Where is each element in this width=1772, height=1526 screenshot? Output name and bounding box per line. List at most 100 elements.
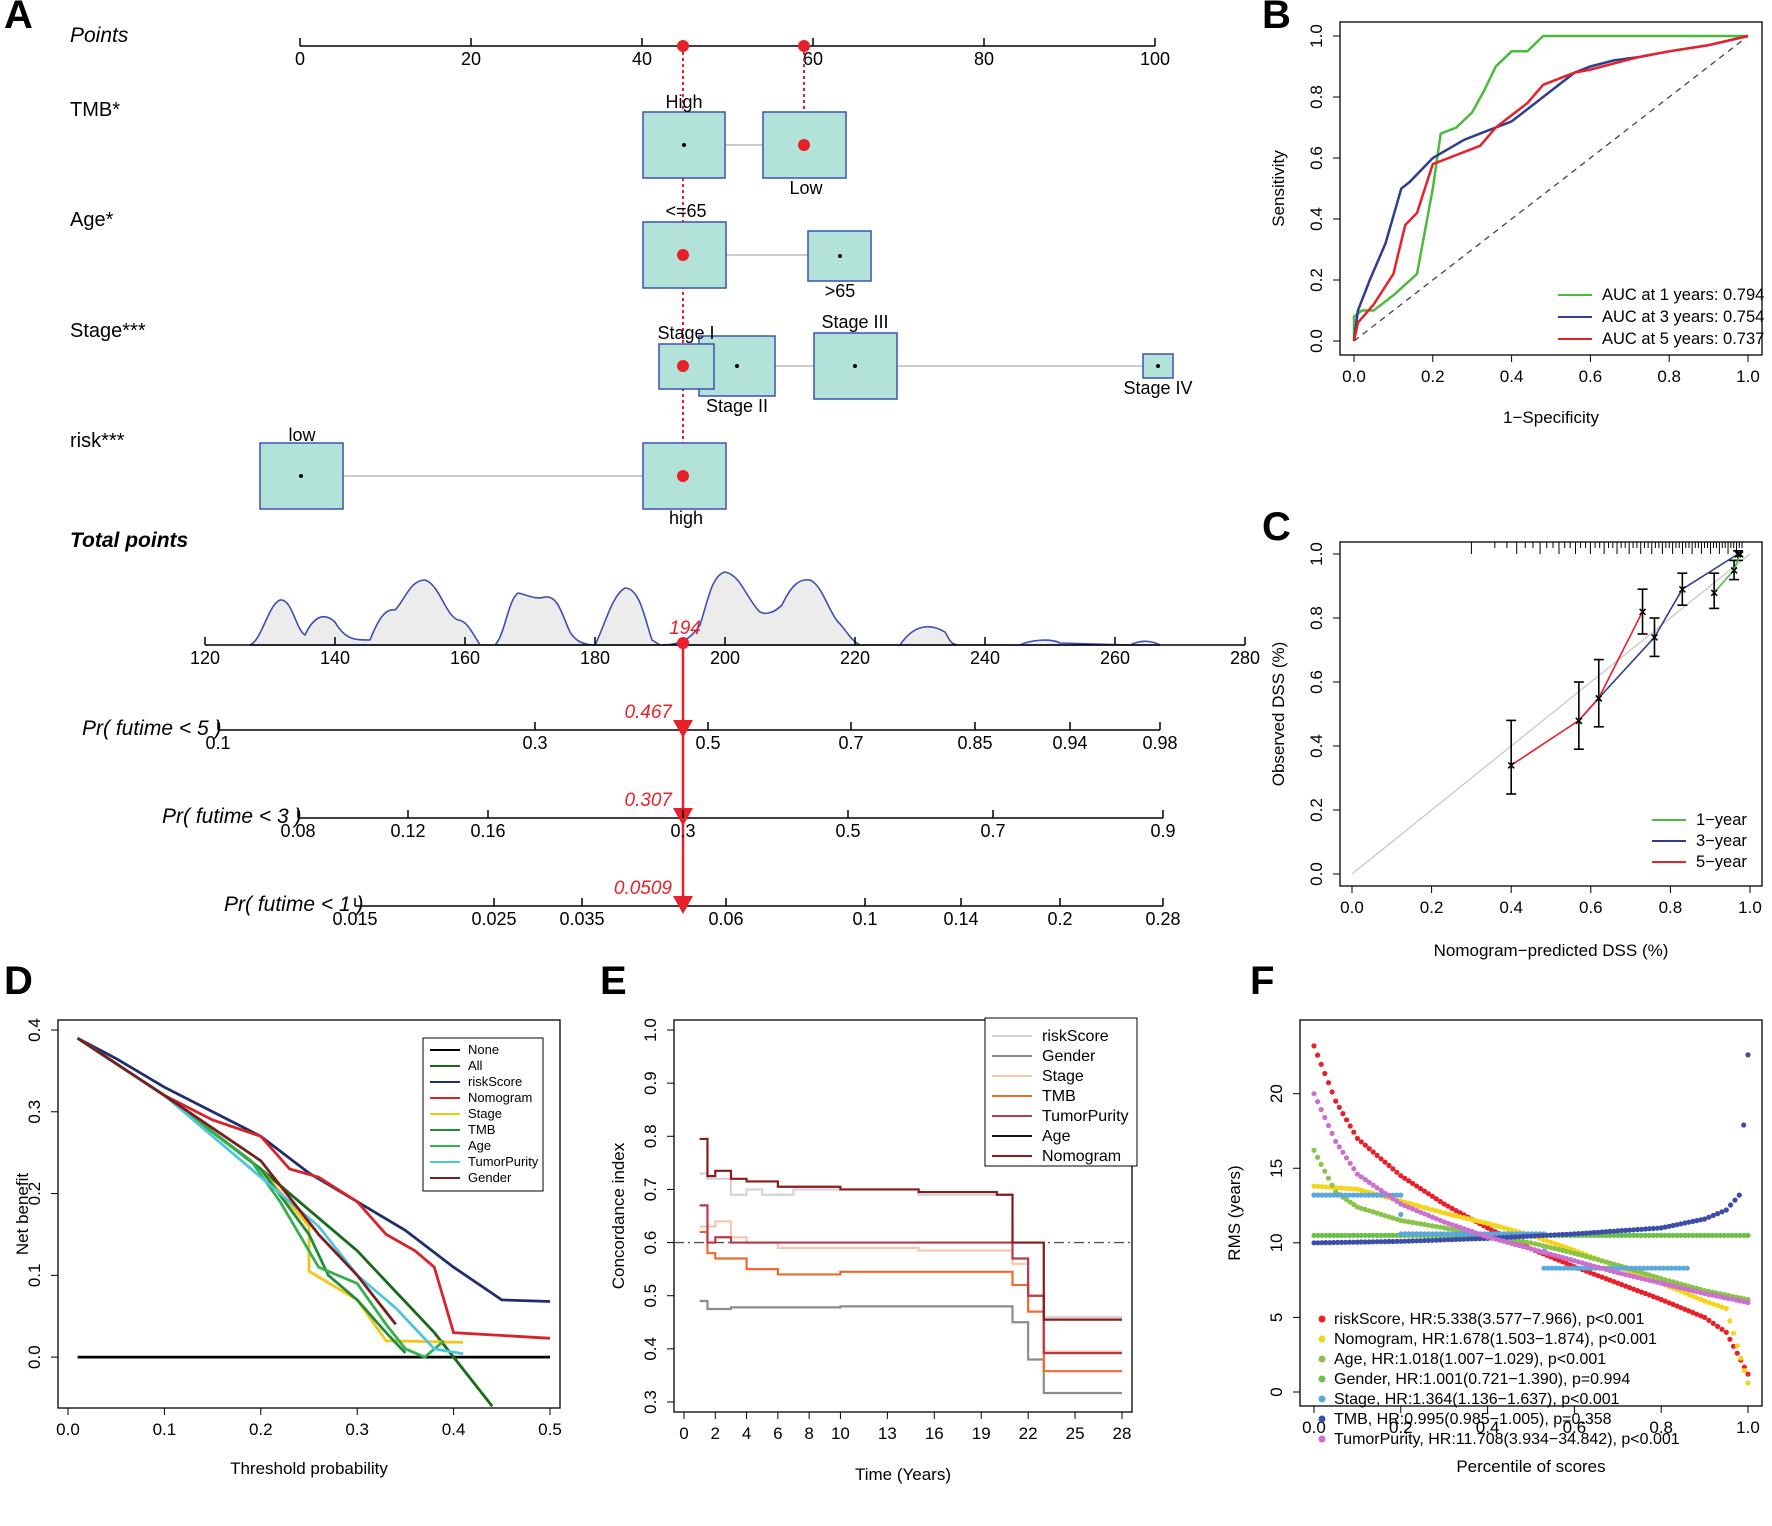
total-tick-label: 120 bbox=[190, 648, 220, 668]
rms-point bbox=[1417, 1203, 1424, 1210]
rms-point bbox=[1627, 1272, 1633, 1279]
rms-point bbox=[1625, 1265, 1631, 1271]
y-tick-label: 0.4 bbox=[1307, 207, 1326, 231]
rms-point bbox=[1729, 1296, 1735, 1302]
rms-point bbox=[1421, 1188, 1428, 1194]
rms-point bbox=[1329, 1182, 1335, 1188]
rms-point bbox=[1473, 1236, 1479, 1242]
rms-point bbox=[1686, 1287, 1692, 1293]
legend-label: TumorPurity bbox=[468, 1154, 539, 1169]
rms-point bbox=[1508, 1227, 1514, 1233]
rms-point bbox=[1445, 1220, 1451, 1226]
rms-point bbox=[1560, 1254, 1566, 1261]
rms-point bbox=[1469, 1228, 1475, 1234]
rms-point bbox=[1698, 1217, 1704, 1223]
rms-point bbox=[1366, 1232, 1372, 1238]
rms-point bbox=[1615, 1228, 1621, 1234]
rms-point bbox=[1410, 1201, 1416, 1207]
rms-point bbox=[1682, 1220, 1688, 1226]
rms-point bbox=[1702, 1290, 1708, 1297]
rms-point bbox=[1634, 1232, 1641, 1238]
rms-point bbox=[1329, 1130, 1335, 1136]
rms-point bbox=[1668, 1265, 1674, 1271]
rms-point bbox=[1627, 1232, 1633, 1238]
rms-point bbox=[1520, 1244, 1526, 1250]
rms-point bbox=[1658, 1296, 1664, 1303]
points-tick-label: 80 bbox=[974, 49, 994, 69]
x-tick-label: 0.3 bbox=[345, 1420, 369, 1439]
rms-point bbox=[1611, 1269, 1617, 1275]
calibration-point: × bbox=[1734, 546, 1742, 562]
rms-point bbox=[1646, 1232, 1652, 1238]
rms-point bbox=[1508, 1234, 1514, 1240]
rms-point bbox=[1666, 1232, 1672, 1238]
x-tick-label: 0.4 bbox=[1476, 1418, 1500, 1437]
legend-label: Age bbox=[1042, 1128, 1071, 1145]
rms-point bbox=[1709, 1292, 1716, 1298]
rms-point bbox=[1406, 1204, 1412, 1210]
rms-point bbox=[1426, 1231, 1432, 1237]
panel-label-b: B bbox=[1262, 0, 1291, 37]
rms-point bbox=[1311, 1043, 1317, 1049]
cindex-curve bbox=[699, 1299, 1122, 1395]
rms-point bbox=[1591, 1271, 1597, 1277]
plot-frame bbox=[57, 1019, 561, 1409]
rms-point bbox=[1378, 1232, 1384, 1238]
rms-point bbox=[1461, 1236, 1467, 1242]
var-label-risk: risk*** bbox=[70, 430, 125, 452]
rms-point bbox=[1335, 1232, 1341, 1238]
x-tick-label: 0.8 bbox=[1649, 1418, 1673, 1437]
rms-point bbox=[1394, 1198, 1400, 1204]
rms-point bbox=[1674, 1284, 1680, 1290]
rms-point bbox=[1327, 1192, 1333, 1198]
rms-point bbox=[1654, 1295, 1660, 1301]
rms-point bbox=[1607, 1232, 1613, 1238]
legend-label: TMB bbox=[1042, 1088, 1076, 1105]
rms-point bbox=[1540, 1249, 1546, 1255]
y-axis-label: Net benefit bbox=[13, 1173, 32, 1255]
rms-point bbox=[1646, 1277, 1652, 1283]
rms-point bbox=[1623, 1232, 1629, 1238]
rms-point bbox=[1560, 1243, 1566, 1249]
rms-point bbox=[1686, 1291, 1692, 1298]
rms-point bbox=[1425, 1237, 1431, 1243]
rms-point bbox=[1623, 1272, 1629, 1278]
rms-point bbox=[1453, 1231, 1460, 1237]
rms-point bbox=[1560, 1259, 1566, 1265]
rms-point bbox=[1394, 1238, 1400, 1244]
rms-point bbox=[1579, 1260, 1585, 1266]
total-tick-label: 260 bbox=[1100, 648, 1130, 668]
rms-point bbox=[1642, 1271, 1648, 1277]
rms-point bbox=[1378, 1192, 1384, 1198]
rms-point bbox=[1725, 1232, 1731, 1238]
rms-point bbox=[1311, 1147, 1317, 1153]
rms-point bbox=[1315, 1154, 1321, 1160]
rms-point bbox=[1706, 1214, 1712, 1220]
rms-point bbox=[1573, 1265, 1579, 1271]
rms-point bbox=[1406, 1231, 1412, 1237]
x-tick-label: 13 bbox=[878, 1424, 897, 1443]
rms-point bbox=[1354, 1232, 1360, 1238]
rms-point bbox=[1421, 1237, 1428, 1244]
rms-point bbox=[1449, 1231, 1456, 1237]
rms-point bbox=[1541, 1265, 1547, 1271]
rms-point bbox=[1664, 1265, 1670, 1271]
y-tick-label: 15 bbox=[1267, 1159, 1286, 1178]
rms-point bbox=[1461, 1231, 1468, 1237]
rms-point bbox=[1686, 1232, 1692, 1238]
rms-point bbox=[1433, 1208, 1439, 1214]
rms-point bbox=[1473, 1218, 1479, 1224]
total-tick-label: 240 bbox=[970, 648, 1000, 668]
y-tick-label: 0.2 bbox=[1307, 268, 1326, 292]
plot-frame bbox=[673, 1019, 1133, 1413]
total-tick-label: 180 bbox=[580, 648, 610, 668]
rms-point bbox=[1719, 1209, 1725, 1215]
rms-point bbox=[1548, 1239, 1554, 1245]
rms-point bbox=[1717, 1294, 1723, 1300]
rms-point bbox=[1638, 1226, 1645, 1232]
y-tick-label: 0.0 bbox=[25, 1345, 44, 1369]
legend-label: 1−year bbox=[1696, 811, 1747, 829]
rms-point bbox=[1730, 1330, 1737, 1336]
rms-point bbox=[1556, 1253, 1562, 1259]
rms-point bbox=[1709, 1232, 1716, 1238]
